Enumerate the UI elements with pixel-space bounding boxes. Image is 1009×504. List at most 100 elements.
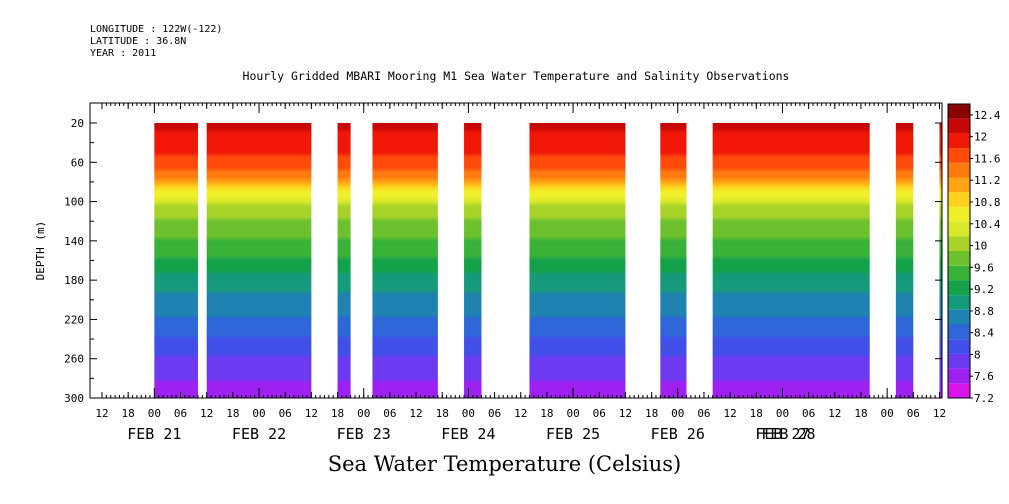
x-tick-label: 18 <box>122 407 135 420</box>
colorbar-segment-4 <box>948 324 970 340</box>
date-label-7: FEB 28 <box>761 425 815 443</box>
colorbar-segment-15 <box>948 162 970 178</box>
x-tick-label: 00 <box>148 407 161 420</box>
x-tick-label: 18 <box>436 407 449 420</box>
y-tick-label-140: 140 <box>64 235 84 248</box>
colorbar-segment-5 <box>948 309 970 325</box>
x-tick-label: 18 <box>854 407 867 420</box>
colorbar-label: 11.2 <box>974 174 1001 187</box>
x-tick-label: 12 <box>828 407 841 420</box>
x-tick-label: 18 <box>750 407 763 420</box>
y-axis-label: DEPTH (m) <box>34 221 47 281</box>
colorbar-segment-7 <box>948 280 970 296</box>
colorbar-segment-11 <box>948 221 970 237</box>
colorbar-label: 8.4 <box>974 327 994 340</box>
colorbar-label: 10.8 <box>974 196 1001 209</box>
data-segment-2 <box>337 123 351 398</box>
x-axis-title: Sea Water Temperature (Celsius) <box>327 452 682 476</box>
x-tick-label: 06 <box>802 407 815 420</box>
x-tick-label: 18 <box>540 407 553 420</box>
colorbar-label: 11.6 <box>974 152 1001 165</box>
x-tick-label: 12 <box>409 407 422 420</box>
colorbar-segment-14 <box>948 177 970 193</box>
colorbar-label: 10 <box>974 240 987 253</box>
colorbar-label: 12 <box>974 131 987 144</box>
date-label-2: FEB 23 <box>337 425 391 443</box>
x-tick-label: 00 <box>671 407 684 420</box>
colorbar-segment-18 <box>948 118 970 134</box>
colorbar-label: 7.6 <box>974 370 994 383</box>
x-tick-label: 06 <box>279 407 292 420</box>
date-label-3: FEB 24 <box>441 425 495 443</box>
data-segment-6 <box>660 123 687 398</box>
colorbar-segment-8 <box>948 265 970 281</box>
x-tick-label: 00 <box>566 407 579 420</box>
colorbar-label: 8.8 <box>974 305 994 318</box>
colorbar-segment-17 <box>948 133 970 149</box>
latitude-label: LATITUDE : 36.8N <box>90 36 187 47</box>
x-tick-label: 06 <box>174 407 187 420</box>
date-label-6: FEB 27 <box>755 425 809 443</box>
x-tick-label: 00 <box>776 407 789 420</box>
data-segment-1 <box>206 123 312 398</box>
data-segment-0 <box>154 123 198 398</box>
colorbar-segment-16 <box>948 148 970 163</box>
x-tick-label: 06 <box>593 407 606 420</box>
x-tick-label: 18 <box>331 407 344 420</box>
x-tick-label: 12 <box>619 407 632 420</box>
x-tick-label: 18 <box>645 407 658 420</box>
x-tick-label: 00 <box>357 407 370 420</box>
data-segment-7 <box>712 123 870 398</box>
data-segment-8 <box>895 123 914 398</box>
colorbar-label: 7.2 <box>974 392 994 405</box>
colorbar-label: 12.4 <box>974 109 1001 122</box>
x-tick-label: 12 <box>723 407 736 420</box>
colorbar-segment-10 <box>948 236 970 251</box>
colorbar-label: 10.4 <box>974 218 1001 231</box>
colorbar-label: 8 <box>974 348 981 361</box>
colorbar-frame <box>947 103 971 399</box>
x-tick-label: 18 <box>226 407 239 420</box>
data-segment-4 <box>464 123 482 398</box>
y-tick-label-180: 180 <box>64 274 84 287</box>
x-tick-label: 12 <box>933 407 946 420</box>
x-tick-label: 12 <box>95 407 108 420</box>
date-label-5: FEB 26 <box>651 425 705 443</box>
colorbar-segment-12 <box>948 206 970 222</box>
metadata-block: LONGITUDE : 122W(-122) LATITUDE : 36.8N … <box>90 24 222 60</box>
x-tick-label: 06 <box>697 407 710 420</box>
x-tick-label: 12 <box>200 407 213 420</box>
longitude-label: LONGITUDE : 122W(-122) <box>90 24 223 35</box>
x-tick-label: 06 <box>383 407 396 420</box>
y-tick-label-260: 260 <box>64 353 84 366</box>
colorbar-segment-2 <box>948 353 970 369</box>
colorbar-segment-0 <box>948 383 970 398</box>
y-tick-label-100: 100 <box>64 196 84 209</box>
data-segment-9 <box>939 123 942 398</box>
date-label-4: FEB 25 <box>546 425 600 443</box>
y-tick-label-20: 20 <box>71 117 84 130</box>
colorbar-segment-9 <box>948 251 970 266</box>
year-label: YEAR : 2011 <box>90 48 157 59</box>
colorbar-segment-1 <box>948 368 970 384</box>
y-tick-label-220: 220 <box>64 313 84 326</box>
data-segment-3 <box>372 123 438 398</box>
colorbar-segment-3 <box>948 339 970 354</box>
x-tick-label: 12 <box>514 407 527 420</box>
y-tick-label-300: 300 <box>64 392 84 405</box>
colorbar-label: 9.6 <box>974 261 994 274</box>
x-tick-label: 00 <box>252 407 265 420</box>
colorbar-segment-6 <box>948 295 970 310</box>
x-tick-label: 00 <box>462 407 475 420</box>
date-label-1: FEB 22 <box>232 425 286 443</box>
x-tick-label: 00 <box>881 407 894 420</box>
x-tick-label: 06 <box>907 407 920 420</box>
date-label-0: FEB 21 <box>127 425 181 443</box>
colorbar-label: 9.2 <box>974 283 994 296</box>
y-tick-label-60: 60 <box>71 156 84 169</box>
colorbar-segment-13 <box>948 192 970 207</box>
data-segment-5 <box>529 123 626 398</box>
colorbar-segment-19 <box>948 104 970 119</box>
x-tick-label: 12 <box>305 407 318 420</box>
